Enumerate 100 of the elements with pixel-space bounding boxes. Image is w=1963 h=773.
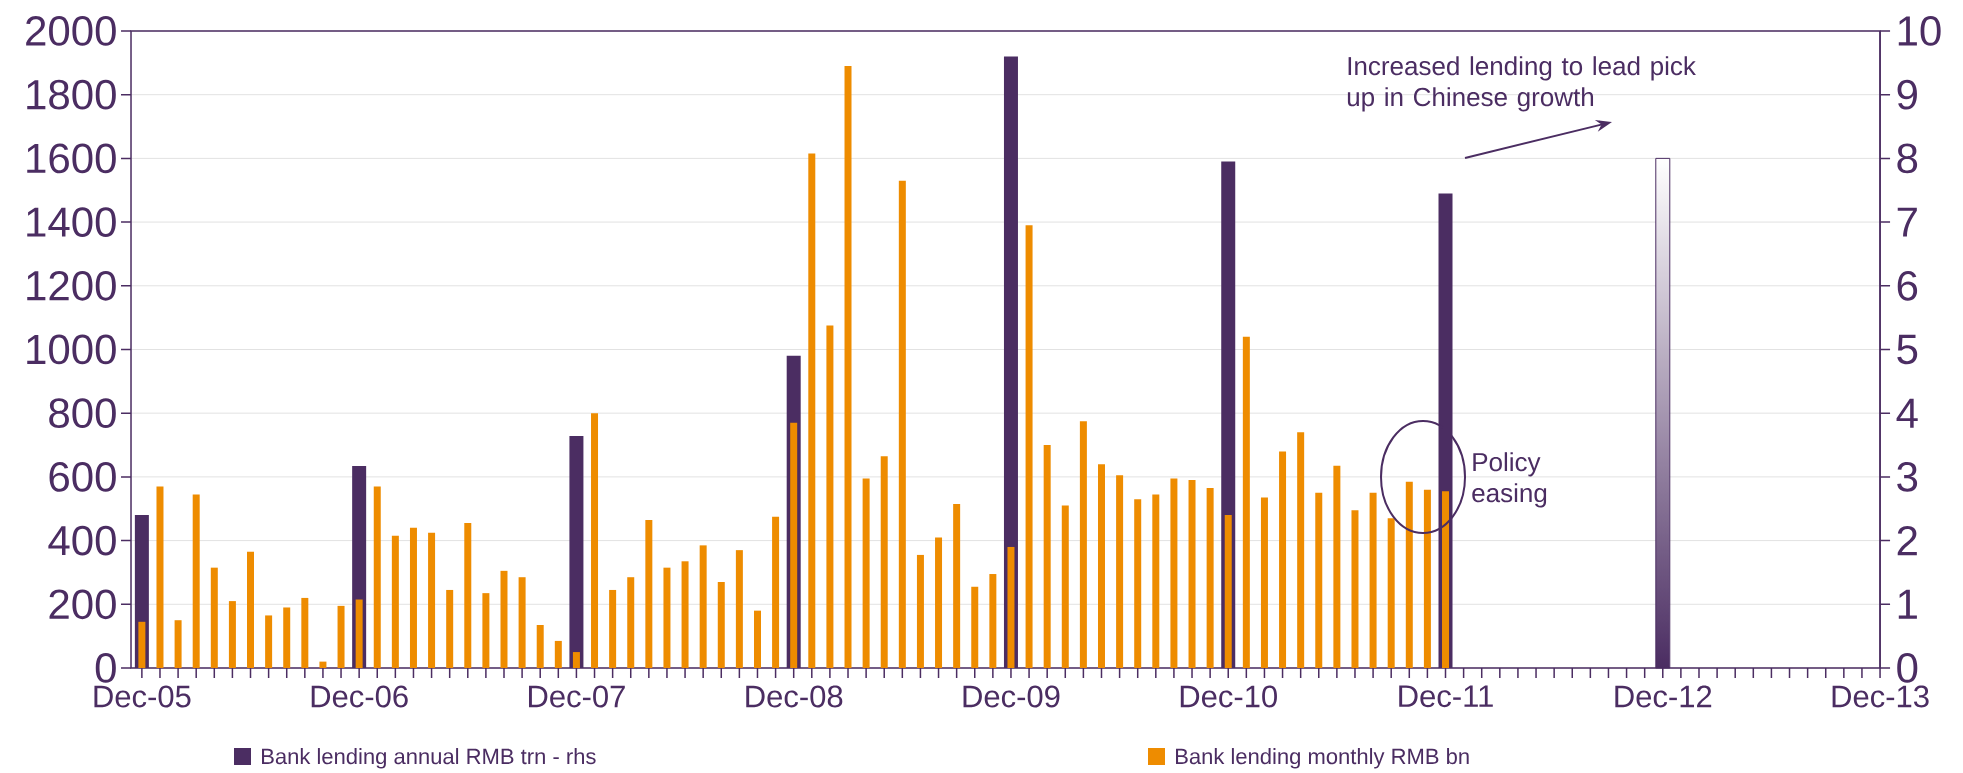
y-tick-label: 2000 [26, 16, 116, 46]
bar [753, 610, 761, 668]
annotation: Policy easing [1472, 452, 1547, 508]
bar [1134, 499, 1142, 668]
bar [1297, 432, 1305, 668]
bar [609, 589, 617, 668]
bar [681, 561, 689, 668]
y2-tick-label: 5 [1897, 334, 1918, 365]
x-tick-label: Dec-09 [963, 685, 1060, 708]
y-tick-label: 1400 [27, 207, 116, 237]
bar [1333, 465, 1341, 668]
bar [1206, 488, 1214, 668]
bar [1369, 492, 1377, 668]
x-tick-label: Dec-11 [1399, 685, 1493, 708]
y-tick-label: 200 [49, 589, 116, 620]
bar [772, 516, 780, 668]
y-tick-label: 800 [49, 398, 116, 429]
bar [880, 456, 888, 668]
bar [1170, 478, 1178, 668]
legend-label: Bank lending monthly RMB bn [1176, 748, 1469, 769]
bar [663, 567, 671, 668]
x-tick-label: Dec-12 [1615, 685, 1712, 708]
bar [174, 620, 182, 668]
bar [373, 486, 381, 668]
bar [699, 545, 707, 668]
bar [717, 581, 725, 668]
bar [898, 180, 906, 668]
bar [265, 615, 273, 668]
bar [500, 570, 508, 668]
bar [1224, 515, 1232, 668]
bar [409, 527, 417, 668]
bar [482, 593, 490, 668]
x-tick-label: Dec-08 [746, 685, 843, 708]
bar [1061, 505, 1069, 668]
y2-tick-label: 3 [1897, 462, 1918, 492]
bar [1442, 491, 1450, 668]
bar [1188, 480, 1196, 668]
bar [228, 601, 236, 668]
y-tick-label: 1800 [27, 79, 116, 110]
bar [1043, 445, 1051, 668]
bar [572, 652, 580, 668]
bar [554, 640, 562, 668]
bar [1098, 464, 1105, 668]
bar [735, 550, 743, 668]
bar [337, 605, 345, 668]
bar [1423, 489, 1431, 668]
bar [862, 478, 870, 668]
bar [1079, 421, 1087, 668]
bar [935, 537, 943, 668]
bar [591, 413, 599, 668]
bar [808, 153, 816, 668]
y2-tick-label: 10 [1898, 16, 1941, 46]
bar [627, 577, 635, 668]
x-tick-label: Dec-10 [1180, 685, 1277, 708]
y2-tick-label: 2 [1897, 525, 1917, 556]
bar [192, 494, 200, 668]
bar [518, 577, 526, 668]
bar [916, 554, 924, 668]
bar [1025, 225, 1033, 668]
bar [247, 551, 255, 668]
bar [1405, 481, 1413, 668]
bar [844, 66, 852, 668]
y2-tick-label: 7 [1897, 207, 1917, 237]
x-tick-label: Dec-13 [1832, 685, 1929, 708]
bar [391, 535, 399, 668]
y-tick-label: 1600 [27, 143, 116, 174]
bar [1315, 492, 1323, 668]
y2-tick-label: 8 [1897, 143, 1918, 174]
annotation: Increased lending to lead pick up in Chinese growth [1347, 56, 1696, 112]
bar [210, 567, 218, 668]
y2-tick-label: 0 [1897, 653, 1918, 683]
bar [953, 503, 961, 668]
legend-label: Bank lending annual RMB trn - rhs [262, 748, 596, 769]
bar [1116, 475, 1124, 668]
y2-tick-label: 6 [1897, 270, 1918, 301]
y-tick-label: 600 [49, 462, 116, 492]
bar [645, 519, 653, 668]
bar [428, 532, 436, 668]
bar [355, 599, 363, 668]
bar [536, 624, 544, 668]
y-tick-label: 0 [95, 653, 116, 683]
bar [1007, 546, 1015, 668]
bar [1279, 451, 1287, 668]
bar [971, 586, 979, 668]
bar [1260, 497, 1268, 668]
bar [1152, 494, 1160, 668]
bar [319, 661, 327, 668]
bar [283, 607, 291, 668]
x-tick-label: Dec-05 [94, 685, 191, 708]
y-tick-label: 1200 [27, 270, 116, 301]
bar [464, 523, 472, 668]
bar [989, 574, 997, 668]
y-tick-label: 1000 [27, 334, 116, 365]
bar [446, 589, 454, 668]
y-tick-label: 400 [48, 525, 116, 556]
x-tick-label: Dec-06 [311, 685, 408, 708]
bar [138, 621, 146, 668]
bar [1387, 518, 1395, 668]
x-tick-label: Dec-07 [529, 685, 625, 708]
bar [301, 597, 309, 668]
